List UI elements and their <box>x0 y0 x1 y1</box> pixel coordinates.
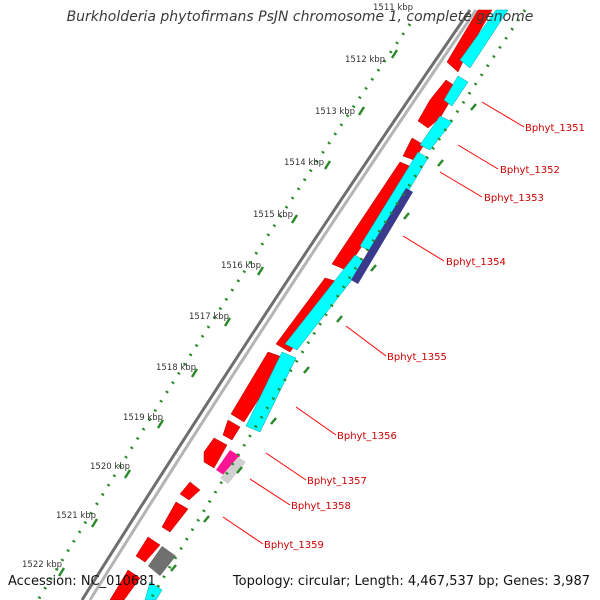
gene-arrow <box>222 419 241 441</box>
scale-label: 1511 kbp <box>373 3 413 13</box>
scale-label: 1517 kbp <box>189 312 229 322</box>
cds-block <box>443 75 469 107</box>
scale-label: 1513 kbp <box>315 107 355 117</box>
dark-feature <box>351 188 413 284</box>
cds-features <box>144 9 509 600</box>
gene-label: Bphyt_1359 <box>264 540 324 551</box>
scale-label: 1515 kbp <box>253 210 293 220</box>
scale-label: 1522 kbp <box>22 560 62 570</box>
gene-label: Bphyt_1356 <box>337 431 397 442</box>
gene-label: Bphyt_1354 <box>446 257 506 268</box>
gene-labels: Bphyt_1351 Bphyt_1352 Bphyt_1353 Bphyt_1… <box>264 123 585 551</box>
inner-scale-dots <box>148 9 527 600</box>
scale-label: 1520 kbp <box>90 462 130 472</box>
label-lines <box>222 101 525 545</box>
backbone-outer <box>80 9 472 600</box>
scale-label: 1512 kbp <box>345 55 385 65</box>
accession-text: Accession: NC_010681 <box>8 574 156 589</box>
dark-grey-feature <box>148 546 176 576</box>
gene-arrow <box>135 536 161 563</box>
gene-label: Bphyt_1351 <box>525 123 585 134</box>
kbp-ticks <box>57 49 399 577</box>
scale-label: 1514 kbp <box>284 158 324 168</box>
scale-labels: 1511 kbp 1512 kbp 1513 kbp 1514 kbp 1515… <box>22 3 413 570</box>
scale-label: 1518 kbp <box>156 363 196 373</box>
gene-label: Bphyt_1357 <box>307 476 367 487</box>
gene-arrow <box>230 351 286 423</box>
gene-label: Bphyt_1355 <box>387 352 447 363</box>
inner-ticks <box>170 103 477 572</box>
gene-label: Bphyt_1353 <box>484 193 544 204</box>
gene-arrow <box>203 437 228 469</box>
gene-arrow <box>161 501 189 533</box>
scale-label: 1516 kbp <box>221 261 261 271</box>
scale-label: 1519 kbp <box>123 413 163 423</box>
cds-block <box>459 9 509 69</box>
cds-block <box>419 115 453 151</box>
cds-block <box>284 254 367 351</box>
light-grey-feature <box>220 457 246 484</box>
scale-label: 1521 kbp <box>56 511 96 521</box>
magenta-feature <box>216 450 240 476</box>
gene-label: Bphyt_1352 <box>500 165 560 176</box>
gene-arrow <box>109 569 141 600</box>
backbone-inner <box>88 9 478 600</box>
cds-block <box>245 351 297 433</box>
gene-arrow <box>179 481 201 501</box>
topology-text: Topology: circular; Length: 4,467,537 bp… <box>232 574 590 589</box>
gene-label: Bphyt_1358 <box>291 501 351 512</box>
map-title: Burkholderia phytofirmans PsJN chromosom… <box>66 9 534 25</box>
cds-block <box>144 581 163 600</box>
gene-arrow <box>446 9 493 73</box>
